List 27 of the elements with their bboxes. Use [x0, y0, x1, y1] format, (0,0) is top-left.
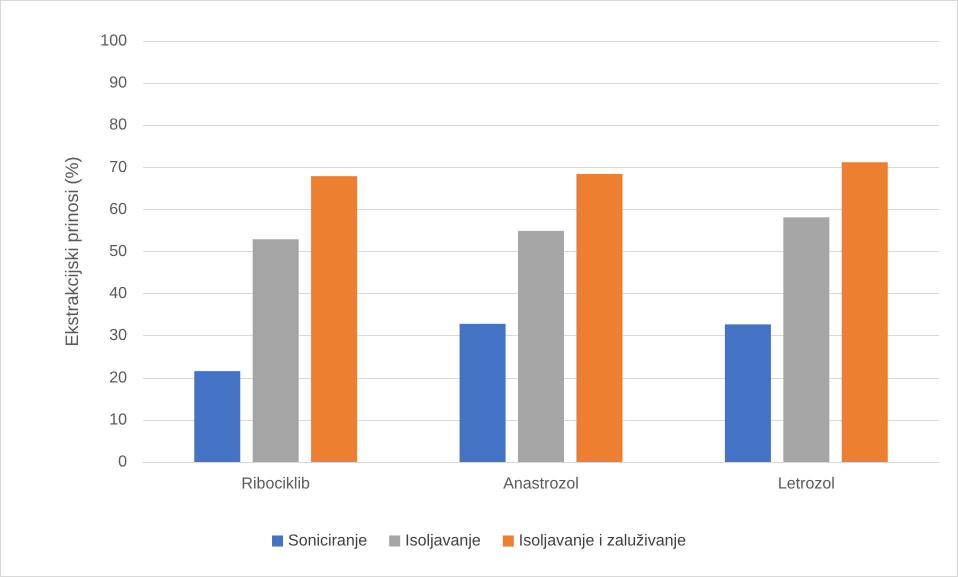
y-tick-label: 50	[109, 243, 128, 260]
y-tick-label: 80	[109, 116, 128, 134]
y-tick-label: 20	[109, 369, 128, 386]
y-tick-label: 70	[109, 158, 128, 176]
x-tick-label: Letrozol	[778, 476, 835, 492]
y-axis-title: Ekstrakcijski prinosi (%)	[62, 156, 82, 347]
y-tick-label: 0	[118, 454, 128, 470]
bar	[252, 239, 299, 462]
y-tick-label: 10	[109, 411, 128, 428]
bar	[576, 174, 622, 462]
legend-label: Isoljavanje i zaluživanje	[518, 532, 686, 550]
legend-label: Soniciranje	[288, 532, 368, 550]
x-tick-label: Ribociklib	[241, 476, 310, 492]
y-tick-label: 90	[109, 74, 128, 92]
bar	[842, 162, 888, 462]
bar	[460, 324, 506, 462]
y-tick-label: 40	[109, 285, 128, 302]
y-tick-label: 100	[100, 32, 128, 50]
bar	[311, 176, 358, 462]
bar	[194, 371, 240, 462]
bar	[783, 217, 830, 462]
y-tick-label: 60	[109, 200, 128, 218]
x-tick-label: Anastrozol	[503, 476, 579, 492]
y-tick-label: 30	[109, 327, 128, 344]
bar	[518, 230, 564, 462]
bar	[724, 324, 771, 462]
legend-label: Isoljavanje	[405, 532, 481, 550]
